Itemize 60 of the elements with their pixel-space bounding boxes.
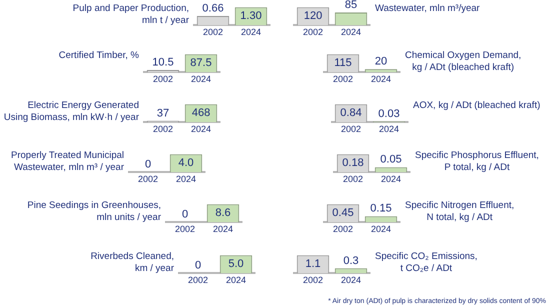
x-tick-label: 2002 (188, 275, 208, 286)
chart-title: Pine Seedings in Greenhouses, mln units / year (27, 199, 161, 224)
x-tick-label: 2024 (340, 27, 362, 38)
x-tick-label: 2024 (380, 174, 402, 184)
chart-title: Riverbeds Cleaned, km / year (90, 250, 174, 275)
data-label: 1.30 (240, 10, 262, 22)
x-tick-label: 2002 (302, 27, 324, 38)
x-tick-label: 2024 (378, 124, 400, 134)
x-tick-label: 2002 (332, 74, 354, 84)
data-label: 20 (374, 56, 388, 68)
x-tick-label: 2002 (332, 224, 354, 234)
text: AOX, kg / ADt (bleached kraft) (413, 99, 540, 112)
data-label: 0.84 (340, 107, 362, 120)
text: Specific Phosphorus Effluent, P total, kg / ADt (415, 149, 539, 174)
x-tick-label: 2024 (370, 74, 392, 84)
x-tick-label: 2002 (138, 174, 158, 184)
data-label: 0.3 (343, 254, 359, 267)
data-label: 0.03 (378, 108, 400, 120)
text: Wastewater, mln m³/year (375, 2, 480, 15)
data-label: 4.0 (178, 157, 194, 170)
x-tick-label: 2002 (342, 174, 364, 184)
data-label: 0 (194, 260, 202, 272)
text: Specific Nitrogen Effluent, N total, kg / ADt (405, 199, 514, 224)
data-label: 5.0 (228, 258, 244, 270)
data-label: 0.15 (370, 202, 392, 215)
text: Chemical Oxygen Demand, kg / ADt (bleached kraft) (405, 49, 522, 74)
x-tick-label: 2002 (174, 224, 196, 234)
data-label: 0.45 (332, 207, 354, 220)
data-label: 1.1 (305, 258, 321, 270)
x-tick-label: 2024 (212, 224, 234, 234)
data-label: 37 (156, 107, 170, 120)
chart-title: Pulp and Paper Production, mln t / year (72, 2, 189, 27)
x-tick-label: 2002 (340, 124, 362, 134)
data-label: 468 (192, 107, 210, 120)
x-tick-label: 2024 (176, 174, 196, 184)
data-label: 115 (334, 57, 352, 70)
data-label: 85 (344, 0, 358, 11)
x-tick-label: 2024 (240, 27, 262, 38)
x-tick-label: 2002 (152, 124, 174, 134)
text: Specific CO₂ Emissions, t CO₂e / ADt (375, 250, 478, 275)
chart-title: Certified Timber, % (58, 49, 139, 62)
x-tick-label: 2024 (340, 275, 362, 286)
data-label: 0 (144, 158, 152, 171)
data-label: 10.5 (152, 56, 174, 69)
x-tick-label: 2002 (202, 27, 224, 38)
data-label: 0 (182, 208, 188, 221)
chart-title: Electric Energy Generated Using Biomass, mln kW·h / year (4, 99, 139, 124)
data-label: 8.6 (215, 207, 231, 220)
x-tick-label: 2002 (152, 74, 174, 84)
x-tick-label: 2024 (190, 74, 212, 84)
x-tick-label: 2024 (370, 224, 392, 234)
data-label: 0.18 (342, 157, 364, 170)
x-tick-label: 2024 (226, 275, 246, 286)
x-tick-label: 2002 (302, 275, 324, 286)
data-label: 0.05 (380, 154, 402, 166)
data-label: 0.66 (202, 2, 224, 15)
data-label: 87.5 (190, 57, 212, 70)
data-label: 120 (304, 10, 322, 22)
x-tick-label: 2024 (190, 124, 212, 134)
chart-title: Properly Treated Municipal Wastewater, mln m³ / year (11, 149, 124, 174)
